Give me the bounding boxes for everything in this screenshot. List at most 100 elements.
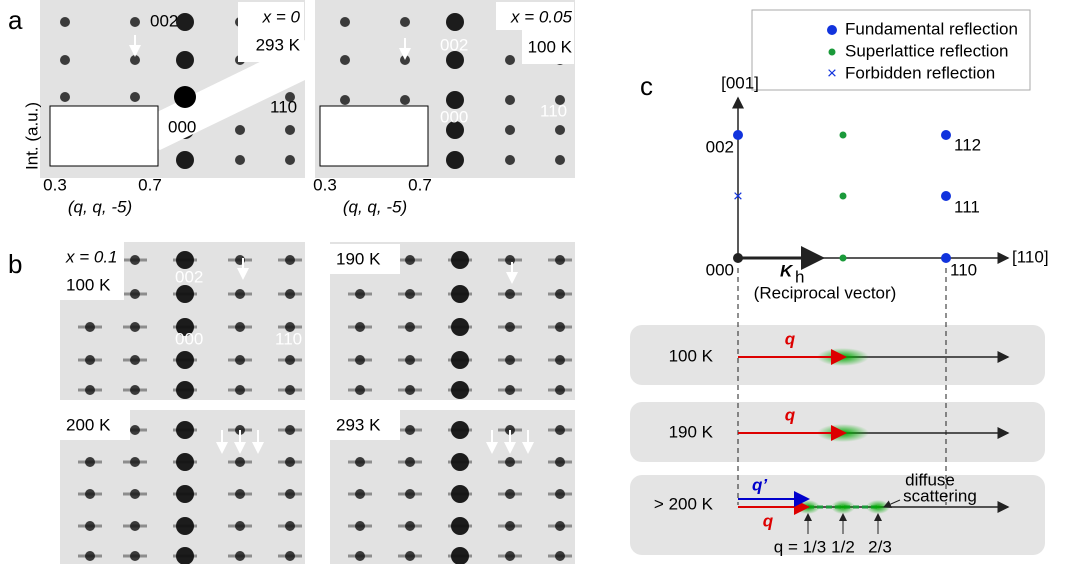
beam-stop [120,40,305,150]
label-box [496,2,574,30]
spot [555,322,565,332]
panel-label: a [8,5,23,35]
axis-label: [001] [721,73,759,92]
rows [738,348,1010,534]
spot [85,489,95,499]
spot [355,289,365,299]
annotation: scattering [903,486,977,505]
spot [285,425,295,435]
fundamental [733,130,743,140]
spot [505,322,515,332]
spot [505,551,515,561]
spot [235,289,245,299]
spot [505,457,515,467]
axis-label: [110] [1012,247,1049,266]
spot [176,547,194,564]
spot-label: 002 [440,35,468,54]
spot [85,355,95,365]
inset-tick: 0.3 [313,175,337,194]
inset-y-label: Int. (a.u.) [22,102,41,170]
spot [285,322,295,332]
q-prime-label: q’ [752,475,767,494]
spot [285,551,295,561]
spot [85,457,95,467]
spot-label: 110 [270,97,297,116]
spot [555,125,565,135]
inset-plot [49,105,159,167]
spot [355,521,365,531]
spot [405,521,415,531]
panel-label: b [8,249,22,279]
spot [285,255,295,265]
temperature: 190 K [336,249,381,268]
composition: x = 0.1 [65,247,118,266]
legend-marker [828,48,836,56]
spot [85,551,95,561]
spot [405,289,415,299]
spot [505,489,515,499]
spot [405,255,415,265]
legend [751,9,1031,91]
spot [446,91,464,109]
spot [85,385,95,395]
superlattice [839,192,847,200]
pointer [883,499,901,508]
spot [405,457,415,467]
spot [555,457,565,467]
spot [340,17,350,27]
row-temperature: 100 K [669,346,714,365]
spot [176,351,194,369]
spot [235,521,245,531]
spot [235,551,245,561]
spot [405,489,415,499]
spot [130,551,140,561]
q-label: q [785,405,796,424]
inset-x-label: (q, q, -5) [68,197,132,216]
spot [285,155,295,165]
spot [235,155,245,165]
origin [733,253,743,263]
spot [555,521,565,531]
legend-text: Fundamental reflection [845,19,1018,38]
spot [405,385,415,395]
spot [451,285,469,303]
spot-label: 110 [540,101,567,120]
panel-label: c [640,71,653,101]
spot [446,13,464,31]
spot [130,17,140,27]
point-label: 000 [706,260,734,279]
spot [505,55,515,65]
spot [130,355,140,365]
row-temperature: > 200 K [654,494,714,513]
spot-label: 000 [175,329,203,348]
spot [340,95,350,105]
diffuse-spot [831,500,855,514]
spot [176,381,194,399]
vector-caption: (Reciprocal vector) [754,283,897,302]
spot [60,55,70,65]
temperature: 293 K [336,415,381,434]
spot [130,489,140,499]
legend-marker [827,25,837,35]
spot [176,453,194,471]
spot [505,385,515,395]
spot [176,251,194,269]
spot [405,355,415,365]
temperature: 100 K [528,37,573,56]
label-box [60,242,124,300]
spot [405,425,415,435]
spot [235,125,245,135]
spot-label: 002 [175,267,203,286]
spot [176,285,194,303]
spot [505,125,515,135]
spot [176,517,194,535]
inset-tick: 0.7 [408,175,432,194]
spot [235,457,245,467]
spot [555,255,565,265]
spot [60,92,70,102]
spot [555,155,565,165]
spot-label: 000 [440,107,468,126]
spot-label: 000 [168,117,196,136]
spot [505,289,515,299]
